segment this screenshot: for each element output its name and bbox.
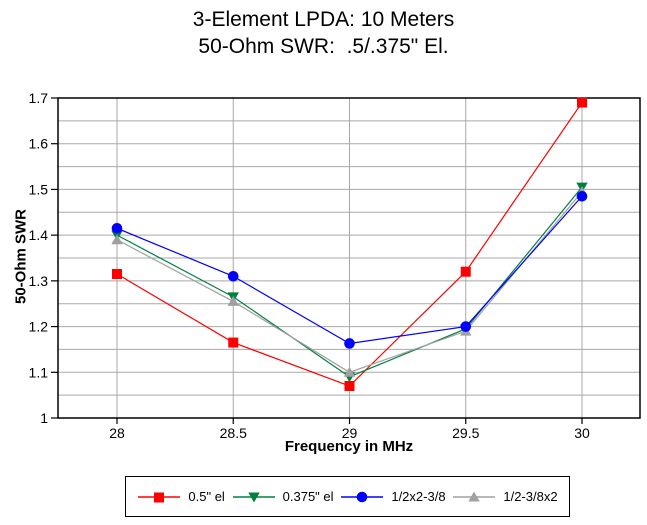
data-point-marker <box>112 269 122 279</box>
chart-title-line2: 50-Ohm SWR: .5/.375" El. <box>198 35 449 58</box>
x-tick-label: 28 <box>109 425 125 441</box>
legend-entry: 1/2-3/8x2 <box>452 489 558 504</box>
data-point-marker <box>460 266 471 277</box>
data-point-marker <box>576 190 588 202</box>
data-point-marker <box>228 337 239 348</box>
legend-entry: 1/2x2-3/8 <box>340 489 446 504</box>
legend: 0.5" el 0.375" el 1/2x2-3/8 1/2-3/8x2 <box>125 476 570 517</box>
y-tick-label: 1.2 <box>29 319 49 335</box>
x-axis-title: Frequency in MHz <box>284 438 414 455</box>
y-tick-label: 1.1 <box>29 364 49 380</box>
y-tick-label: 1.3 <box>29 273 49 289</box>
y-axis-title: 50-Ohm SWR <box>12 209 30 305</box>
x-tick-label: 29 <box>342 425 358 441</box>
y-tick-label: 1.7 <box>29 90 49 106</box>
y-tick-label: 1.5 <box>29 181 49 197</box>
legend-label: 0.375" el <box>282 489 334 504</box>
legend-label: 1/2x2-3/8 <box>391 489 446 504</box>
triangle-up-icon <box>468 491 481 501</box>
y-tick-label: 1.4 <box>29 227 49 243</box>
data-point-marker <box>343 366 356 377</box>
circle-icon <box>357 491 368 502</box>
x-tick-label: 28.5 <box>220 425 247 441</box>
x-tick-label: 30 <box>574 425 590 441</box>
data-point-marker <box>344 338 355 349</box>
data-point-marker <box>460 321 472 332</box>
y-tick-label: 1.6 <box>29 136 49 152</box>
data-point-marker <box>227 295 239 306</box>
square-icon <box>154 492 165 502</box>
y-tick-label: 1 <box>40 410 48 426</box>
data-point-marker <box>111 234 123 245</box>
data-point-marker <box>227 270 239 282</box>
legend-entry: 0.5" el <box>137 489 225 504</box>
legend-label: 1/2-3/8x2 <box>503 489 558 504</box>
legend-entry: 0.375" el <box>232 489 334 504</box>
legend-triangle-up-marker-icon <box>453 491 496 501</box>
data-point-marker <box>344 381 355 391</box>
data-point-marker <box>577 97 587 108</box>
x-tick-label: 29.5 <box>452 425 479 441</box>
triangle-down-icon <box>247 492 260 502</box>
legend-label: 0.5" el <box>188 489 225 504</box>
data-point-marker <box>111 222 123 234</box>
chart-title: 3-Element LPDA: 10 Meters 50-Ohm SWR: .5… <box>0 6 647 60</box>
legend-square-marker-icon <box>138 492 181 502</box>
legend-circle-marker-icon <box>341 491 384 502</box>
legend-triangle-down-marker-icon <box>232 492 275 502</box>
chart-title-line1: 3-Element LPDA: 10 Meters <box>192 8 455 31</box>
